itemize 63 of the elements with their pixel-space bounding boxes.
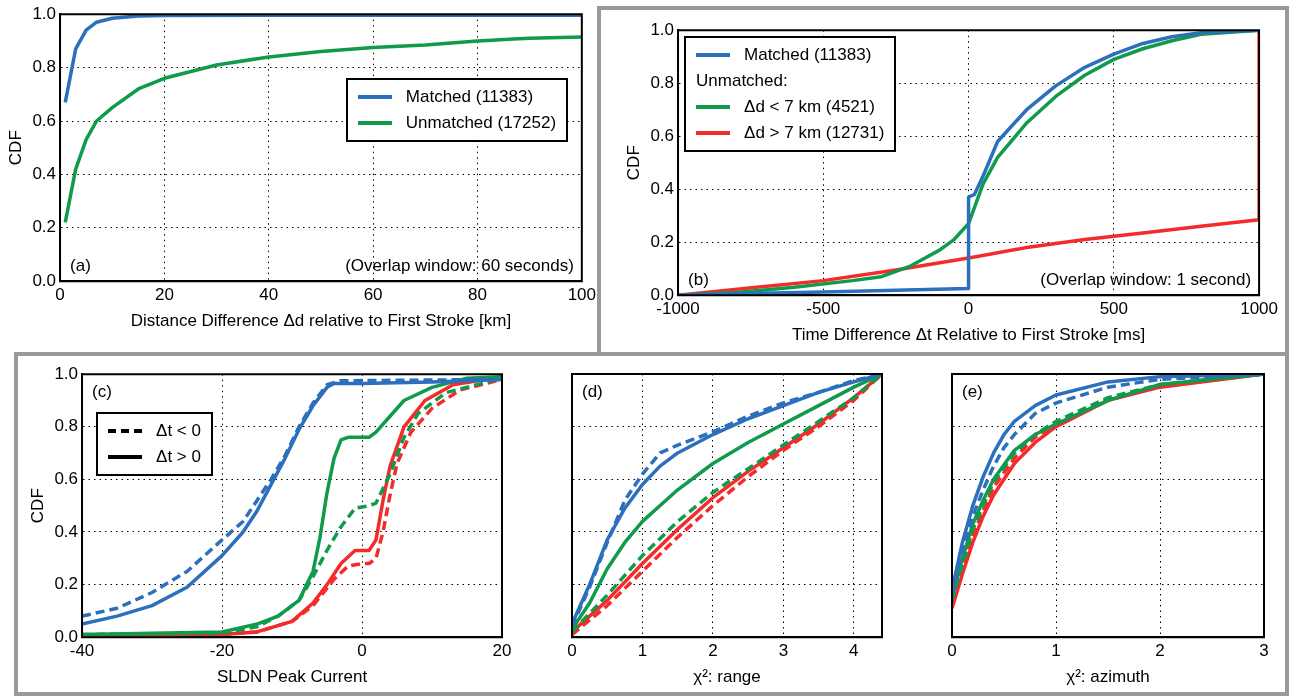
x-tick-label: 0 <box>947 641 957 661</box>
y-tick-label: 0.4 <box>54 521 79 541</box>
legend-label: Δd < 7 km (4521) <box>744 96 875 119</box>
y-axis-title: CDF <box>5 130 25 166</box>
annotation: (e) <box>962 382 983 402</box>
x-tick-label: -20 <box>209 641 235 661</box>
x-axis-title: Time Difference Δt Relative to First Stroke [ms] <box>791 325 1146 345</box>
y-tick-label: 0.4 <box>650 178 675 198</box>
legend-label: Matched (11383) <box>405 86 534 109</box>
x-tick-label: 20 <box>492 641 512 661</box>
y-tick-label: 0.0 <box>32 270 57 290</box>
annotation: (Overlap window: 1 second) <box>1040 270 1252 290</box>
x-tick-label: -1000 <box>656 299 700 319</box>
y-tick-label: 0.8 <box>650 72 675 92</box>
x-tick-label: 0 <box>963 299 974 319</box>
y-tick-label: 1.0 <box>54 363 79 383</box>
y-tick-label: 1.0 <box>32 3 57 23</box>
annotation: (Overlap window: 60 seconds) <box>345 256 574 276</box>
y-tick-label: 0.6 <box>54 469 79 489</box>
y-tick-label: 0.6 <box>650 125 675 145</box>
y-axis-title: CDF <box>27 488 47 524</box>
legend-label: Δd > 7 km (12731) <box>744 122 885 145</box>
stroke-style-key: Δt < 0 Δt > 0 <box>96 412 213 477</box>
legend-label: Unmatched (17252) <box>405 112 557 135</box>
x-tick-label: 0 <box>357 641 367 661</box>
y-axis-title: CDF <box>623 145 643 181</box>
y-tick-label: 0.6 <box>32 110 57 130</box>
x-tick-label: 100 <box>567 285 597 305</box>
x-axis-title: SLDN Peak Current <box>216 667 368 687</box>
y-tick-label: 0.8 <box>32 57 57 77</box>
x-tick-label: 80 <box>468 285 487 305</box>
x-tick-label: 3 <box>778 641 789 661</box>
y-tick-label: 0.2 <box>54 574 79 594</box>
x-tick-label: 0 <box>567 641 577 661</box>
annotation: (c) <box>92 382 112 402</box>
x-tick-label: 2 <box>708 641 718 661</box>
x-tick-label: 500 <box>1099 299 1129 319</box>
x-tick-label: 20 <box>154 285 174 305</box>
x-tick-label: 2 <box>1155 641 1165 661</box>
x-tick-label: 1 <box>1051 641 1061 661</box>
annotation: (b) <box>688 270 709 290</box>
y-tick-label: 0.2 <box>32 217 57 237</box>
x-axis-title: χ²: range <box>693 667 761 687</box>
y-tick-label: 0.2 <box>650 231 675 251</box>
x-tick-label: 0 <box>55 285 65 305</box>
annotation: Δt > 0 <box>156 446 201 469</box>
y-tick-label: 0.4 <box>32 164 57 184</box>
legend-label: Matched (11383) <box>744 44 872 67</box>
legend-title: Unmatched: <box>696 70 789 93</box>
x-tick-label: 4 <box>849 641 859 661</box>
x-tick-label: 1 <box>637 641 648 661</box>
y-tick-label: 1.0 <box>650 19 675 39</box>
x-tick-label: 3 <box>1259 641 1269 661</box>
x-tick-label: -500 <box>806 299 841 319</box>
annotation: (a) <box>70 256 91 276</box>
x-axis-title: Distance Difference Δd relative to First Stroke [km] <box>130 311 512 331</box>
x-tick-label: 1000 <box>1240 299 1278 319</box>
x-tick-label: 40 <box>259 285 279 305</box>
annotation: (d) <box>582 382 603 402</box>
y-tick-label: 0.8 <box>54 416 79 436</box>
x-axis-title: χ²: azimuth <box>1066 667 1150 687</box>
annotation: Δt < 0 <box>156 420 201 443</box>
x-tick-label: 60 <box>363 285 383 305</box>
